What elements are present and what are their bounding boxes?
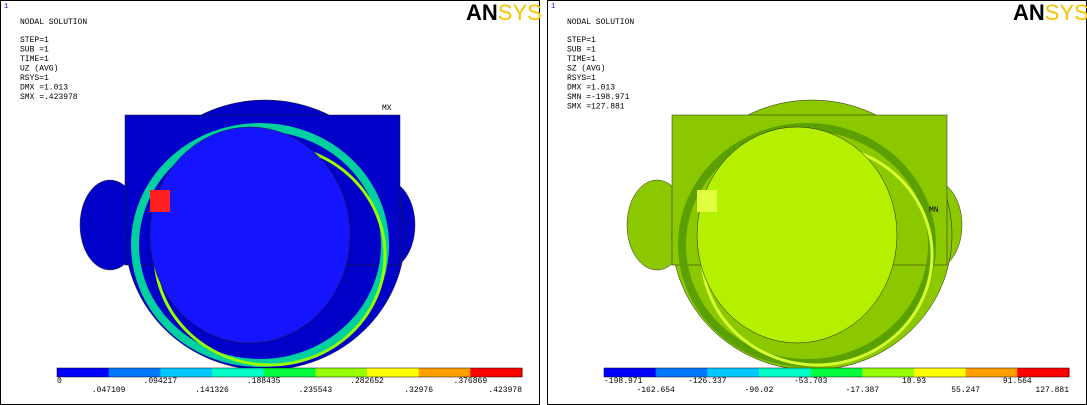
hot-spot [697,190,717,212]
face [697,127,897,343]
legend-swatch [57,368,109,377]
legend-swatch [707,368,759,377]
info-line: UZ (AVG) [20,65,58,74]
legend-label: .235543 [299,386,333,395]
info-line: SMX =.423978 [20,93,78,102]
legend-swatch [419,368,471,377]
legend-label: -126.337 [688,377,727,386]
legend-swatch [811,368,863,377]
legend-label: -198.971 [604,377,643,386]
logo-bold: AN [1013,0,1045,25]
extreme-marker: MN [929,206,939,215]
legend-label: 0 [57,377,62,386]
info-line: RSYS=1 [567,74,596,83]
legend-swatch [759,368,811,377]
legend-label: .282652 [350,377,384,386]
extreme-marker: MX [382,104,392,113]
legend-swatch [264,368,316,377]
info-line: SUB =1 [20,46,49,55]
legend-swatch [966,368,1018,377]
plot-number: 1 [551,3,555,11]
logo-light: SYS [498,0,542,25]
legend-swatch [367,368,419,377]
ansys-logo: ANSYS [466,0,542,25]
legend-label: .32976 [404,386,433,395]
legend-label: .188435 [247,377,281,386]
legend-swatch [470,368,522,377]
info-line: DMX =1.013 [567,84,615,93]
legend-label: -53.703 [794,377,828,386]
ansys-logo: ANSYS [1013,0,1087,25]
hot-spot [150,190,170,212]
legend-label: .376869 [454,377,488,386]
legend-label: 91.564 [1003,377,1032,386]
legend-swatch [109,368,161,377]
info-line: SZ (AVG) [567,65,605,74]
legend-label: .423978 [488,386,522,395]
legend-swatch [656,368,708,377]
legend-swatch [160,368,212,377]
legend-swatch [914,368,966,377]
legend-label: 127.881 [1035,386,1069,395]
plot-title: NODAL SOLUTION [20,18,87,27]
screenshot: 1NODAL SOLUTIONSTEP=1SUB =1TIME=1UZ (AVG… [0,0,1087,405]
logo-light: SYS [1045,0,1087,25]
info-line: SUB =1 [567,46,596,55]
info-line: SMX =127.881 [567,103,625,112]
info-line: STEP=1 [567,36,596,45]
legend-swatch [1017,368,1069,377]
legend-swatch [212,368,264,377]
legend-label: 55.247 [951,386,980,395]
legend-swatch [604,368,656,377]
legend-label: .094217 [144,377,178,386]
face [150,127,350,343]
legend-swatch [315,368,367,377]
legend-label: -90.02 [745,386,774,395]
info-line: TIME=1 [20,55,49,64]
logo-bold: AN [466,0,498,25]
legend-label: .141326 [195,386,229,395]
info-line: DMX =1.013 [20,84,68,93]
info-line: TIME=1 [567,55,596,64]
legend-label: .047109 [92,386,126,395]
plot-number: 1 [4,3,8,11]
plot-title: NODAL SOLUTION [567,18,634,27]
info-line: STEP=1 [20,36,49,45]
info-line: RSYS=1 [20,74,49,83]
legend-label: 18.93 [902,377,926,386]
legend-label: -17.387 [846,386,880,395]
legend-swatch [862,368,914,377]
info-line: SMN =-198.971 [567,93,630,102]
legend-label: -162.654 [636,386,675,395]
